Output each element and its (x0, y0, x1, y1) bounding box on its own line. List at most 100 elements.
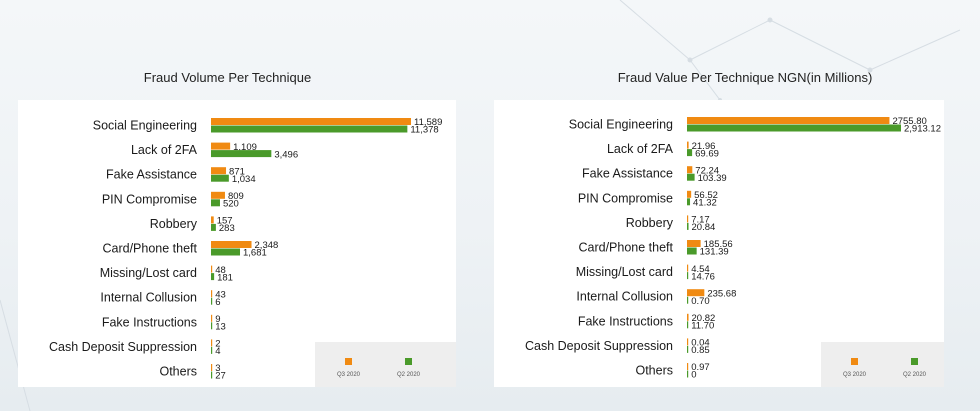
bar (211, 142, 231, 150)
bar (687, 272, 689, 280)
bar (687, 124, 901, 132)
legend-swatch (851, 358, 858, 365)
category-label: Cash Deposit Suppression (49, 340, 197, 354)
data-label: 72.24 (695, 165, 719, 176)
legend-swatch (405, 358, 412, 365)
bar (687, 289, 705, 297)
bar (687, 321, 689, 329)
bar (687, 345, 689, 353)
data-label: 7.17 (691, 215, 710, 226)
bar (211, 223, 216, 231)
data-label: 181 (217, 272, 233, 283)
category-label: Robbery (626, 216, 674, 230)
data-label: 4 (215, 346, 220, 357)
category-label: Others (159, 365, 197, 379)
data-label: 131.39 (700, 247, 729, 258)
data-label: 0.70 (691, 296, 710, 307)
category-label: Card/Phone theft (578, 241, 673, 255)
data-label: 21.96 (692, 141, 716, 152)
data-label: 11,589 (414, 117, 442, 128)
bar (687, 149, 693, 157)
data-label: 1,681 (243, 248, 267, 259)
legend-label: Q2 2020 (397, 372, 421, 378)
bar (687, 215, 689, 223)
data-label: 235.68 (707, 288, 736, 299)
bar (211, 150, 272, 158)
data-label: 3,496 (274, 149, 298, 160)
data-label: 6 (215, 297, 220, 308)
bar (211, 322, 213, 330)
bar (687, 240, 701, 247)
data-label: 2,913.12 (904, 124, 941, 135)
bar (211, 167, 227, 175)
category-label: Cash Deposit Suppression (525, 339, 673, 353)
bar (211, 118, 411, 125)
bar (211, 174, 229, 182)
category-label: PIN Compromise (102, 192, 197, 206)
bar (211, 339, 213, 347)
data-label: 103.39 (698, 173, 727, 184)
bar (211, 191, 225, 199)
bar (687, 222, 689, 230)
category-label: Card/Phone theft (102, 242, 197, 256)
data-label: 185.56 (704, 239, 733, 250)
data-label: 4.54 (691, 264, 710, 275)
chart-title: Fraud Volume Per Technique (143, 70, 312, 85)
legend-box (315, 342, 456, 387)
data-label: 11.70 (691, 321, 714, 332)
data-label: 56.52 (694, 190, 718, 201)
bar (687, 173, 695, 181)
data-label: 1,034 (232, 174, 256, 185)
data-label: 0.04 (691, 338, 710, 349)
bar (687, 363, 689, 370)
data-label: 27 (215, 371, 226, 382)
data-label: 283 (219, 223, 235, 234)
bar (211, 248, 241, 256)
data-label: 0.97 (691, 362, 710, 373)
bar (687, 141, 689, 149)
category-label: Fake Instructions (578, 314, 673, 328)
category-label: Lack of 2FA (607, 142, 674, 156)
data-label: 2755.80 (892, 116, 926, 127)
bar (211, 314, 213, 322)
bar (211, 346, 213, 354)
category-label: Fake Assistance (106, 168, 197, 182)
bar (687, 264, 689, 272)
data-label: 1,109 (233, 142, 257, 153)
category-label: Fake Assistance (582, 167, 673, 181)
category-label: Internal Collusion (576, 290, 673, 304)
bar (211, 199, 220, 207)
legend-swatch (345, 358, 352, 365)
category-label: Internal Collusion (100, 291, 197, 305)
bar (687, 198, 691, 206)
data-label: 2,348 (255, 240, 279, 251)
data-label: 520 (223, 199, 239, 210)
bar (687, 190, 692, 198)
legend-box (821, 342, 944, 387)
data-label: 43 (215, 289, 226, 300)
category-label: Others (635, 364, 673, 378)
data-label: 0 (691, 370, 696, 381)
bar (211, 273, 215, 281)
legend-label: Q3 2020 (843, 372, 867, 378)
category-label: Missing/Lost card (576, 265, 673, 279)
data-label: 871 (229, 166, 245, 177)
bar (687, 370, 689, 378)
bar (211, 290, 213, 298)
bar (687, 117, 890, 124)
category-label: Lack of 2FA (131, 143, 198, 157)
data-label: 157 (217, 216, 233, 227)
data-label: 20.84 (692, 222, 716, 233)
data-label: 3 (215, 363, 220, 374)
bar (687, 313, 689, 321)
bar (211, 216, 214, 224)
bar (687, 296, 689, 304)
data-label: 13 (215, 322, 226, 333)
chart-panel-value: Social Engineering 2755.80 2,913.12 Lack of… (494, 100, 944, 387)
legend-label: Q2 2020 (903, 372, 927, 378)
legend-swatch (911, 358, 918, 365)
bar (211, 241, 252, 248)
bar (211, 265, 213, 273)
category-label: Fake Instructions (102, 315, 197, 329)
